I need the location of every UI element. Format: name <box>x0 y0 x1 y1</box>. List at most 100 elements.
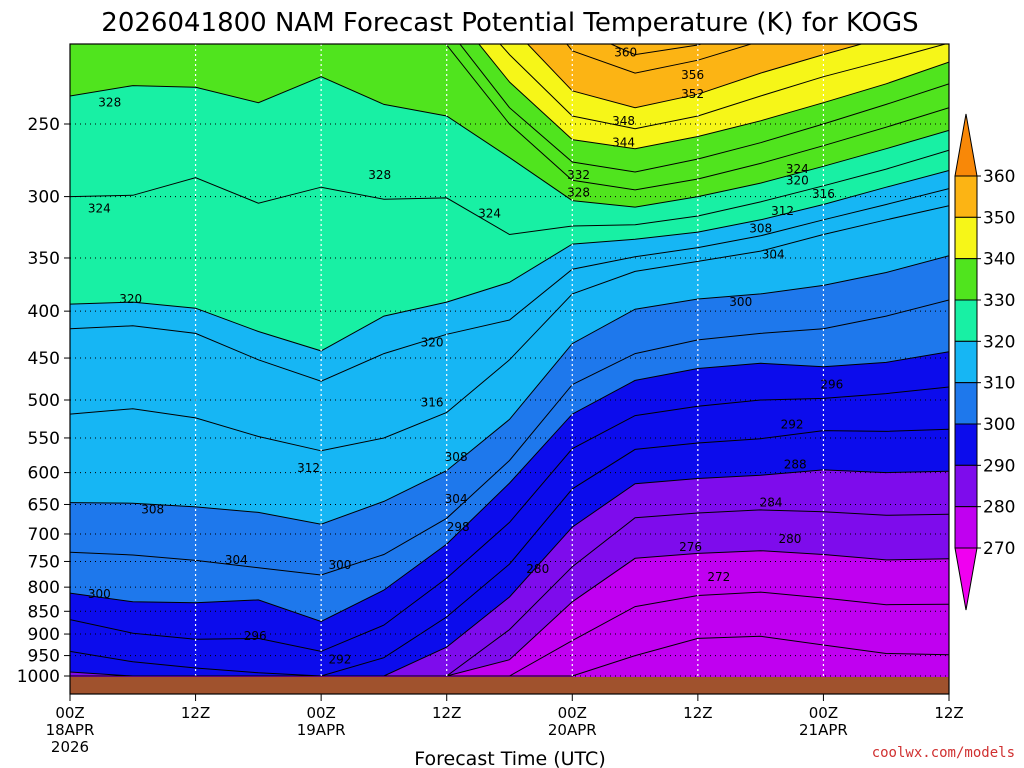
y-tick-label: 600 <box>28 464 60 484</box>
ground-surface <box>70 677 949 694</box>
y-tick-label: 1000 <box>17 667 60 687</box>
x-tick-label: 00Z <box>558 704 587 722</box>
contour-label: 348 <box>612 114 635 128</box>
contour-label: 276 <box>679 540 702 554</box>
contour-label: 308 <box>749 221 772 235</box>
contour-label: 298 <box>447 520 470 534</box>
contour-label: 352 <box>681 87 704 101</box>
isentrope-308 <box>70 255 949 525</box>
contour-label: 280 <box>526 562 549 576</box>
grid-lines <box>70 44 949 694</box>
contour-label: 296 <box>244 629 267 643</box>
isentrope-344 <box>499 44 948 130</box>
y-tick-label: 750 <box>28 552 60 572</box>
y-tick-label: 450 <box>28 349 60 369</box>
contour-label: 300 <box>329 558 352 572</box>
contour-label: 300 <box>88 587 111 601</box>
y-tick-label: 300 <box>28 188 60 208</box>
colorbar-bin-290 <box>954 423 978 466</box>
x-tick-label: 21APR <box>799 721 848 739</box>
contour-label: 356 <box>681 68 704 82</box>
contour-label: 292 <box>781 418 804 432</box>
contour-label: 320 <box>421 336 444 350</box>
contour-label: 284 <box>760 496 783 510</box>
contour-label: 304 <box>225 553 248 567</box>
contour-label: 320 <box>119 292 142 306</box>
colorbar-label: 330 <box>983 291 1015 311</box>
y-tick-label: 850 <box>28 602 60 622</box>
isentrope-324 <box>70 149 949 236</box>
colorbar-label: 320 <box>983 332 1015 352</box>
y-tick-label: 250 <box>28 115 60 135</box>
credit-text: coolwx.com/models <box>872 745 1015 761</box>
contour-label: 296 <box>820 378 843 392</box>
y-tick-label: 700 <box>28 525 60 545</box>
contour-label: 324 <box>88 201 111 215</box>
y-tick-label: 650 <box>28 495 60 515</box>
contour-label: 312 <box>297 461 320 475</box>
contour-label: 328 <box>368 168 391 182</box>
isentrope-296 <box>70 386 949 652</box>
x-tick-label: 18APR <box>46 721 95 739</box>
contour-label: 328 <box>98 96 121 110</box>
colorbar-bin-280 <box>954 464 978 508</box>
contour-label: 304 <box>445 492 468 506</box>
contour-label: 360 <box>614 46 637 60</box>
isentrope-332 <box>445 44 949 191</box>
y-tick-label: 950 <box>28 647 60 667</box>
contour-label: 312 <box>771 204 794 218</box>
colorbar-label: 340 <box>983 250 1015 270</box>
y-tick-label: 500 <box>28 391 60 411</box>
colorbar-bin-320 <box>954 299 978 342</box>
y-tick-label: 800 <box>28 578 60 598</box>
colorbar-bin-270 <box>954 506 978 549</box>
y-tick-label: 400 <box>28 302 60 322</box>
contour-label: 272 <box>707 570 730 584</box>
contour-label: 324 <box>478 206 501 220</box>
colorbar-label: 300 <box>983 415 1015 435</box>
isentrope-292 <box>70 428 949 677</box>
x-tick-label: 19APR <box>297 721 346 739</box>
contour-label: 324 <box>786 162 809 176</box>
x-tick-label: 00Z <box>306 704 335 722</box>
contour-label: 304 <box>762 248 785 262</box>
isentrope-272 <box>70 635 949 677</box>
isentrope-lines <box>70 44 949 677</box>
isentrope-304 <box>70 299 949 576</box>
contour-label: 320 <box>786 173 809 187</box>
isentrope-312 <box>70 205 949 452</box>
colorbar-bin-310 <box>954 340 978 384</box>
colorbar: 360 350 340 330 320 310 300 290 280 270 <box>954 113 1015 611</box>
x-tick-label: 12Z <box>181 704 210 722</box>
colorbar-label: 350 <box>983 208 1015 228</box>
colorbar-bin-340 <box>954 216 978 260</box>
isentrope-336 <box>459 44 949 173</box>
y-axis-ticks: 250 300 350 400 450 500 550 600 650 700 750 800 850 9… <box>17 115 70 687</box>
x-tick-label: 2026 <box>51 738 89 756</box>
x-tick-label: 12Z <box>934 704 963 722</box>
x-tick-label: 12Z <box>432 704 461 722</box>
isentrope-340 <box>478 44 949 150</box>
x-tick-label: 00Z <box>55 704 84 722</box>
contour-label: 300 <box>729 295 752 309</box>
colorbar-bin-330 <box>954 258 978 301</box>
ground-bar <box>70 677 949 694</box>
colorbar-bin-360 <box>954 113 978 177</box>
chart-title: 2026041800 NAM Forecast Potential Temper… <box>101 8 918 38</box>
colorbar-bin-350 <box>954 175 978 218</box>
colorbar-label: 360 <box>983 167 1015 187</box>
colorbar-label: 290 <box>983 456 1015 476</box>
contour-label: 280 <box>778 532 801 546</box>
contour-label: 332 <box>567 168 590 182</box>
x-axis-label: Forecast Time (UTC) <box>414 748 605 768</box>
theta-filled-contours <box>70 44 949 694</box>
contour-label: 288 <box>784 458 807 472</box>
isentrope-348 <box>526 44 864 109</box>
contour-label: 344 <box>612 136 635 150</box>
contour-label: 308 <box>445 450 468 464</box>
colorbar-label: 270 <box>983 539 1015 559</box>
contour-label: 308 <box>141 502 164 516</box>
